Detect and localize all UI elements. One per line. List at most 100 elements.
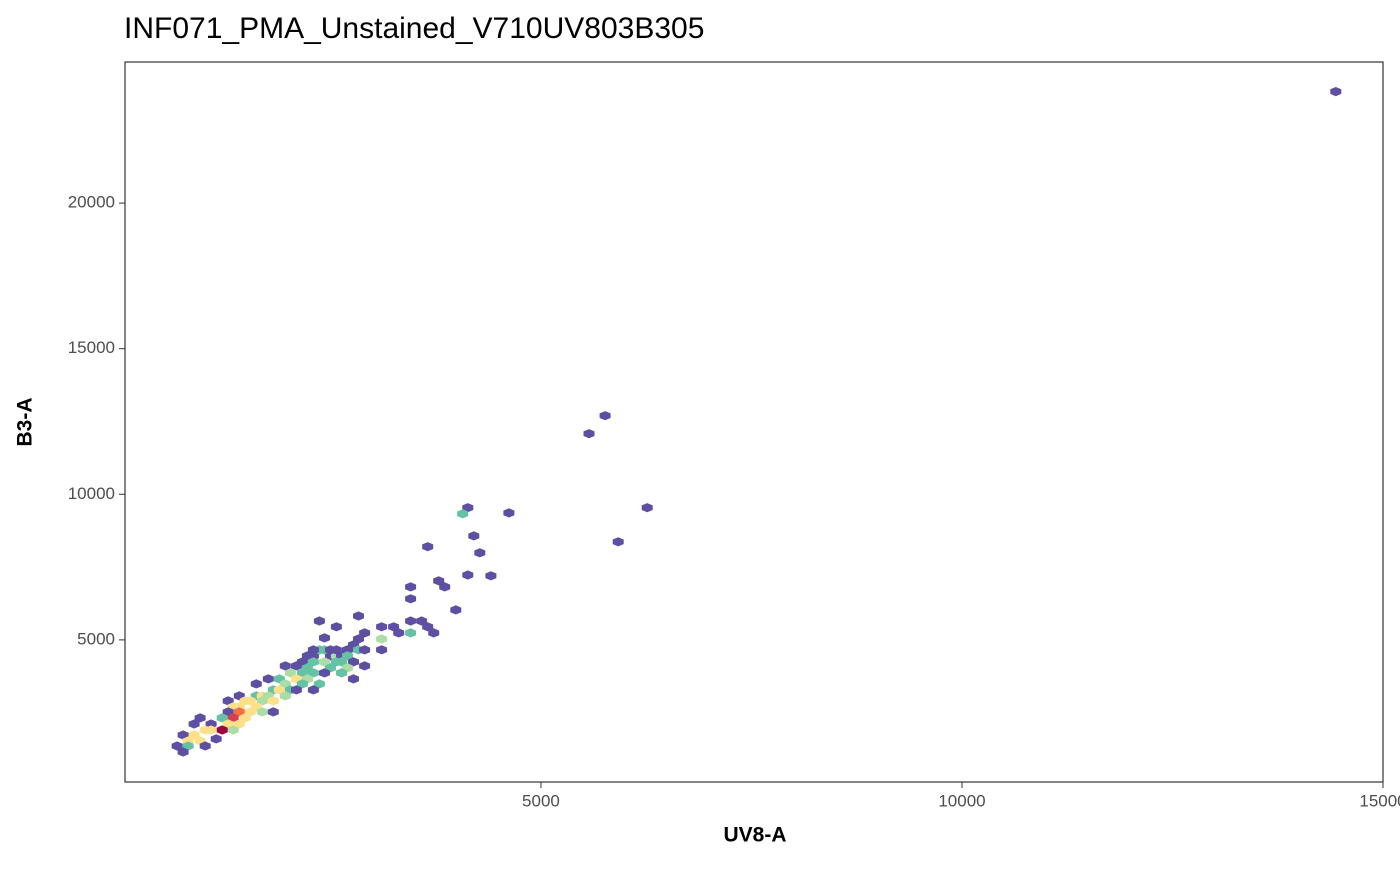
hex-bin (599, 411, 611, 421)
hex-bin (405, 582, 417, 592)
y-axis-label: B3-A (14, 397, 37, 446)
hex-bin (256, 707, 268, 717)
hex-bin (296, 679, 308, 689)
hex-bin (233, 719, 245, 729)
hex-bin (1330, 87, 1342, 97)
y-tick-label: 20000 (68, 193, 115, 212)
hex-bin (612, 537, 624, 547)
hex-bin (319, 668, 330, 678)
hex-bin (177, 730, 189, 740)
hex-bin (462, 570, 474, 580)
hex-bin (205, 719, 217, 729)
hex-bin (503, 508, 515, 518)
hex-bin (239, 713, 251, 723)
hex-bin (641, 503, 653, 513)
hex-bin (457, 509, 469, 519)
hex-bin (205, 725, 217, 735)
hex-bin (416, 616, 428, 626)
hex-bin (422, 542, 434, 552)
hex-bin (342, 651, 353, 661)
x-tick-label: 5000 (522, 791, 560, 810)
hex-bin (353, 611, 364, 621)
hex-bin (171, 741, 183, 751)
hex-bin (307, 657, 319, 667)
hex-bin (233, 707, 245, 717)
hex-bin (583, 429, 595, 439)
hex-bin (279, 679, 291, 689)
y-tick-label: 15000 (68, 338, 115, 357)
hex-bin (336, 657, 347, 667)
hex-bin (376, 645, 388, 655)
hex-bin (428, 628, 440, 638)
hex-bin (188, 719, 200, 729)
hex-bin (388, 622, 400, 632)
hex-bin (405, 594, 417, 604)
hex-bin (376, 622, 388, 632)
hex-bin (313, 616, 325, 626)
hex-bin (222, 696, 234, 706)
hex-bin (182, 741, 194, 751)
hex-bin (433, 576, 445, 586)
hex-bin (296, 668, 308, 678)
hex-bin (474, 548, 486, 558)
hex-bin (405, 616, 417, 626)
hex-bin (216, 725, 228, 735)
hex-bin (348, 674, 359, 684)
hex-bin (422, 622, 434, 632)
hex-bin (273, 685, 285, 695)
hex-bin (244, 696, 256, 706)
hex-bin (313, 679, 325, 689)
hex-bin (330, 622, 342, 632)
hex-bin (216, 713, 228, 723)
chart-title: INF071_PMA_Unstained_V710UV803B305 (124, 12, 704, 45)
hex-bin (177, 747, 189, 757)
hex-bin (307, 645, 319, 655)
hex-bin (359, 645, 371, 655)
y-tick-label: 10000 (68, 484, 115, 503)
hex-bin (267, 696, 279, 706)
hex-bin (199, 741, 211, 751)
hex-bin (307, 668, 319, 678)
hex-bin (284, 668, 296, 678)
hex-bin (262, 674, 274, 684)
hex-bin (330, 645, 342, 655)
y-tick-label: 5000 (77, 629, 115, 648)
hex-bin (336, 668, 347, 678)
hex-bin (342, 645, 353, 655)
hex-bin (279, 691, 291, 701)
hex-bin (188, 730, 200, 740)
x-tick-label: 10000 (938, 791, 985, 810)
hex-bin (279, 661, 291, 671)
hex-bin (194, 713, 206, 723)
hex-bin (256, 696, 268, 706)
hex-bin (290, 661, 302, 671)
hex-bin (348, 657, 359, 667)
hex-bin (319, 657, 330, 667)
hex-bin (359, 628, 371, 638)
hex-bin (222, 719, 234, 729)
hex-bin (227, 713, 239, 723)
hex-bin (267, 707, 279, 717)
hex-bin (244, 707, 256, 717)
hex-bin (319, 633, 330, 643)
hex-bin (290, 685, 302, 695)
hex-bin (468, 531, 480, 541)
hex-bin (450, 605, 462, 615)
hex-bin (485, 571, 497, 581)
hex-bin (307, 685, 319, 695)
hex-bin (439, 582, 451, 592)
hex-bin (307, 651, 319, 661)
hex-bin (376, 634, 388, 644)
x-axis-label: UV8-A (723, 824, 786, 847)
hex-bin (462, 503, 474, 513)
hex-bin (359, 661, 371, 671)
hex-bin (405, 628, 417, 638)
hex-bin (210, 734, 222, 744)
hex-bin (227, 725, 239, 735)
plot-border (124, 61, 1384, 783)
hex-bin (250, 679, 262, 689)
x-tick-label: 15000 (1359, 791, 1400, 810)
hex-bin (393, 628, 405, 638)
hex-bin (222, 707, 234, 717)
